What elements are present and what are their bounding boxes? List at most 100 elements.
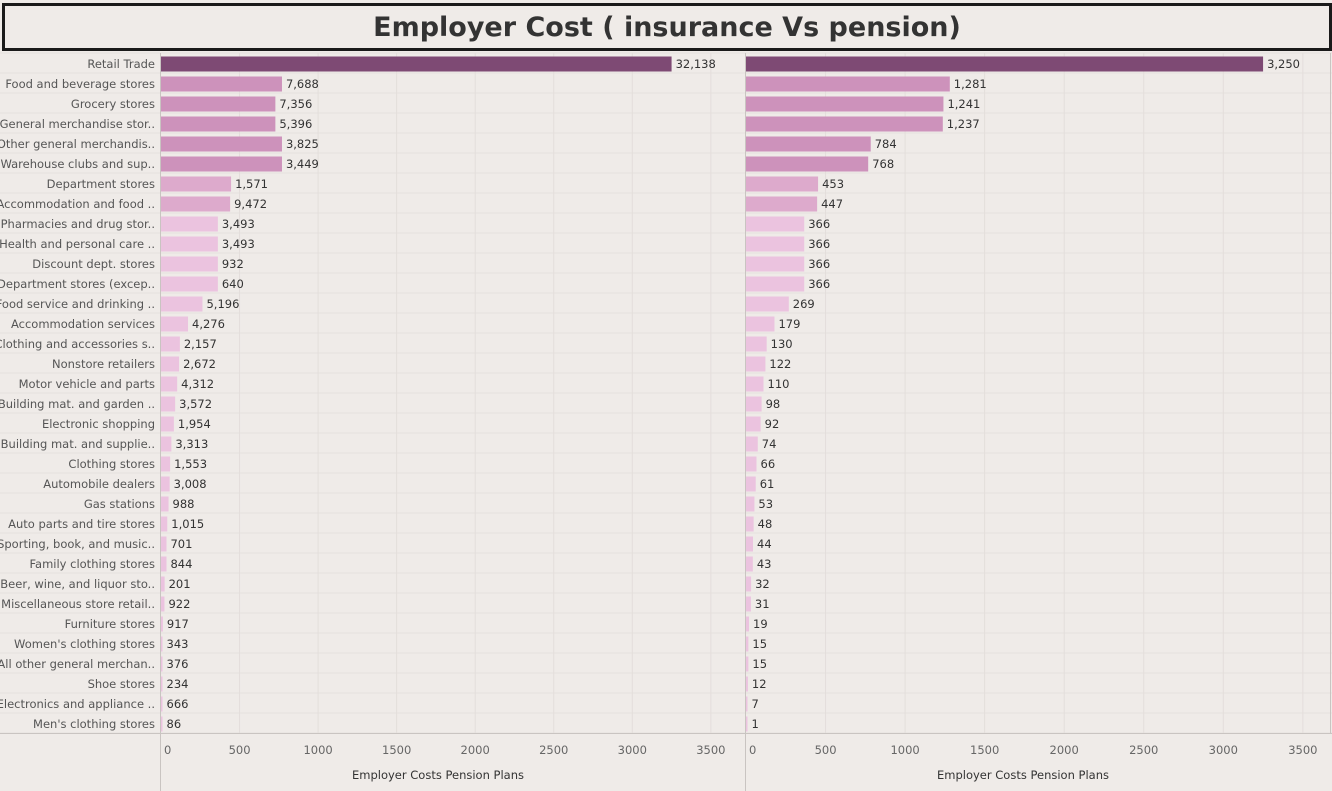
bar[interactable] [746, 96, 944, 112]
bar[interactable] [161, 696, 163, 712]
bar[interactable] [746, 516, 754, 532]
bar[interactable] [161, 76, 282, 92]
data-label: 31 [755, 597, 770, 611]
data-label: 3,825 [286, 137, 319, 151]
bar[interactable] [746, 296, 789, 312]
bar[interactable] [161, 356, 180, 372]
bar[interactable] [746, 476, 756, 492]
tick-label: 3000 [618, 743, 647, 757]
bar[interactable] [746, 216, 805, 232]
bar[interactable] [746, 336, 767, 352]
bar[interactable] [161, 716, 163, 732]
data-label: 366 [808, 277, 830, 291]
bar[interactable] [161, 456, 171, 472]
category-label: Nonstore retailers [52, 357, 155, 371]
data-label: 43 [757, 557, 772, 571]
bar[interactable] [161, 216, 218, 232]
bar[interactable] [746, 156, 869, 172]
bar[interactable] [746, 596, 751, 612]
bar[interactable] [161, 236, 218, 252]
bar[interactable] [746, 236, 805, 252]
bar[interactable] [746, 636, 749, 652]
bar[interactable] [161, 376, 178, 392]
category-label: Accommodation services [11, 317, 155, 331]
tick-label: 1500 [970, 743, 999, 757]
tick-label: 3500 [1288, 743, 1317, 757]
data-label: 66 [761, 457, 776, 471]
data-label: 15 [752, 637, 767, 651]
bar[interactable] [161, 656, 163, 672]
data-label: 3,572 [179, 397, 212, 411]
bar[interactable] [161, 56, 672, 72]
category-label: Food and beverage stores [5, 77, 155, 91]
bar[interactable] [746, 276, 805, 292]
bar[interactable] [161, 276, 218, 292]
data-label: 61 [760, 477, 775, 491]
bar[interactable] [746, 116, 943, 132]
bar[interactable] [746, 416, 761, 432]
bar[interactable] [161, 476, 170, 492]
bar[interactable] [746, 456, 757, 472]
category-label: Food service and drinking .. [0, 297, 155, 311]
bar[interactable] [161, 616, 163, 632]
category-label: Building mat. and garden .. [0, 397, 155, 411]
bar[interactable] [161, 436, 172, 452]
bar[interactable] [161, 396, 176, 412]
bar[interactable] [746, 136, 871, 152]
bar[interactable] [746, 196, 818, 212]
bar[interactable] [161, 336, 180, 352]
data-label: 3,008 [174, 477, 207, 491]
bar[interactable] [746, 716, 748, 732]
bar[interactable] [161, 676, 163, 692]
category-label: Building mat. and supplie.. [1, 437, 155, 451]
bar[interactable] [746, 436, 758, 452]
data-label: 98 [766, 397, 781, 411]
bar[interactable] [161, 496, 169, 512]
bar[interactable] [161, 536, 167, 552]
tick-label: 2500 [1129, 743, 1158, 757]
tick-label: 1000 [303, 743, 332, 757]
bar[interactable] [746, 316, 775, 332]
data-label: 1,571 [235, 177, 268, 191]
bar[interactable] [746, 696, 748, 712]
bar[interactable] [161, 596, 165, 612]
bar[interactable] [746, 616, 750, 632]
bar[interactable] [746, 676, 748, 692]
bar[interactable] [161, 136, 282, 152]
bar[interactable] [746, 76, 950, 92]
data-label: 32 [755, 577, 770, 591]
bar[interactable] [161, 96, 276, 112]
bar[interactable] [161, 156, 282, 172]
bar[interactable] [161, 636, 163, 652]
bar[interactable] [161, 176, 232, 192]
data-label: 7 [752, 697, 759, 711]
data-label: 1,954 [178, 417, 211, 431]
category-label: Shoe stores [88, 677, 155, 691]
bar[interactable] [161, 416, 174, 432]
bar[interactable] [161, 256, 218, 272]
category-label: Auto parts and tire stores [8, 517, 155, 531]
bar[interactable] [161, 516, 168, 532]
bar[interactable] [746, 536, 754, 552]
bar[interactable] [746, 656, 749, 672]
bar[interactable] [746, 396, 762, 412]
bar[interactable] [161, 196, 231, 212]
bar[interactable] [746, 556, 753, 572]
bar[interactable] [161, 296, 203, 312]
bar[interactable] [746, 576, 752, 592]
data-label: 4,312 [181, 377, 214, 391]
bar[interactable] [746, 496, 755, 512]
bar[interactable] [746, 256, 805, 272]
data-label: 1,281 [954, 77, 987, 91]
data-label: 3,449 [286, 157, 319, 171]
bar[interactable] [746, 176, 819, 192]
tick-label: 0 [749, 743, 756, 757]
bar[interactable] [746, 376, 764, 392]
bar[interactable] [161, 316, 189, 332]
tick-label: 1500 [382, 743, 411, 757]
bar[interactable] [161, 576, 165, 592]
bar[interactable] [746, 56, 1264, 72]
bar[interactable] [161, 116, 276, 132]
bar[interactable] [161, 556, 167, 572]
bar[interactable] [746, 356, 766, 372]
